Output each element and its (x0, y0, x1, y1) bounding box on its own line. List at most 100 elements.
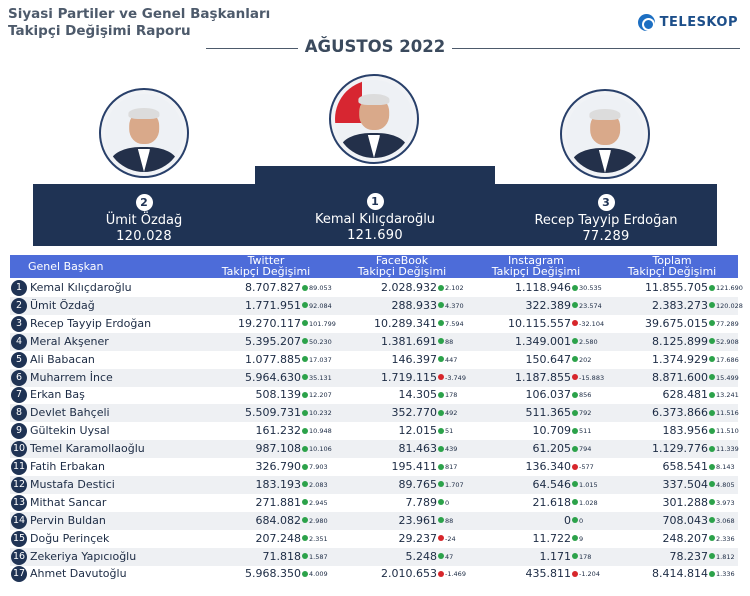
increase-dot-icon (709, 284, 715, 291)
portrait-rank2 (99, 88, 189, 178)
table-row: 5 Ali Babacan 1.077.885 17.037 146.397 447 150… (10, 351, 739, 369)
fb-change: 2.102 (438, 284, 464, 292)
fb-change: 817 (438, 463, 457, 471)
increase-dot-icon (572, 338, 578, 345)
increase-dot-icon (572, 535, 578, 542)
rank-badge: 10 (11, 441, 27, 458)
increase-dot-icon (438, 320, 444, 327)
ig-value: 1.187.855 (515, 370, 571, 384)
fb-value: 14.305 (398, 388, 438, 402)
divider-right (452, 48, 740, 49)
increase-dot-icon (438, 302, 444, 309)
tw-change: 1.587 (302, 553, 328, 561)
report-month: AĞUSTOS 2022 (0, 37, 750, 56)
increase-dot-icon (572, 553, 578, 559)
leader-name: Mustafa Destici (30, 477, 115, 491)
tw-value: 5.964.630 (245, 370, 301, 384)
rank-badge: 4 (11, 333, 27, 350)
decrease-dot-icon (572, 374, 578, 380)
increase-dot-icon (572, 409, 578, 416)
increase-dot-icon (438, 445, 444, 452)
table-row: 9 Gültekin Uysal 161.232 10.948 12.015 51 10.7… (10, 422, 739, 440)
report-title: Siyasi Partiler ve Genel Başkanları Taki… (8, 6, 270, 40)
tt-change: 15.499 (709, 374, 739, 382)
tw-value: 207.248 (255, 531, 302, 545)
table-row: 8 Devlet Bahçeli 5.509.731 10.232 352.770 492… (10, 404, 739, 423)
divider-left (206, 48, 298, 49)
table-row: 15 Doğu Perinçek 207.248 2.351 29.237 -24 11.7… (10, 530, 738, 548)
increase-dot-icon (438, 356, 444, 363)
ig-change: 2.580 (572, 338, 598, 346)
fb-change: 492 (438, 409, 457, 417)
increase-dot-icon (709, 427, 715, 434)
increase-dot-icon (709, 409, 715, 416)
leader-name: Recep Tayyip Erdoğan (30, 316, 152, 330)
fb-value: 1.719.115 (381, 370, 437, 384)
decrease-dot-icon (572, 463, 578, 470)
podium-name: Recep Tayyip Erdoğan (534, 213, 678, 228)
tw-value: 987.108 (255, 442, 302, 456)
fb-change: 47 (438, 553, 453, 561)
increase-dot-icon (302, 535, 308, 542)
ig-value: 1.171 (539, 549, 572, 563)
increase-dot-icon (438, 553, 444, 559)
tw-value: 71.818 (262, 549, 302, 563)
rank-badge: 16 (11, 548, 27, 565)
tt-change: 2.336 (709, 535, 735, 543)
increase-dot-icon (438, 481, 444, 488)
ig-value: 322.389 (525, 298, 572, 312)
increase-dot-icon (709, 356, 715, 363)
leader-name: Devlet Bahçeli (30, 406, 110, 420)
increase-dot-icon (572, 302, 578, 309)
increase-dot-icon (302, 302, 308, 309)
fb-value: 81.463 (398, 442, 438, 456)
tw-value: 684.082 (255, 513, 302, 527)
increase-dot-icon (302, 338, 308, 345)
ig-value: 61.205 (532, 442, 572, 456)
ig-change: 202 (572, 356, 591, 364)
fb-value: 29.237 (398, 531, 438, 545)
tw-change: 4.009 (302, 570, 328, 578)
tw-value: 1.077.885 (245, 352, 301, 366)
fb-change: 439 (438, 445, 457, 453)
fb-value: 10.289.341 (374, 316, 437, 330)
increase-dot-icon (572, 481, 578, 488)
increase-dot-icon (572, 517, 578, 524)
increase-dot-icon (302, 320, 308, 327)
tt-change: 17.686 (709, 356, 739, 364)
increase-dot-icon (709, 374, 715, 380)
increase-dot-icon (302, 427, 308, 434)
fb-change: 178 (438, 391, 457, 399)
decrease-dot-icon (438, 535, 444, 542)
fb-value: 2.010.653 (381, 567, 437, 581)
tt-change: 1.812 (709, 553, 735, 561)
tt-change: 8.143 (709, 463, 735, 471)
rank-badge: 2 (135, 194, 153, 211)
fb-value: 1.381.691 (381, 334, 437, 348)
podium-value: 120.028 (116, 229, 172, 244)
ig-value: 435.811 (525, 567, 572, 581)
tw-change: 89.053 (302, 284, 332, 292)
ig-value: 150.647 (525, 352, 572, 366)
rank-badge: 2 (11, 297, 27, 314)
increase-dot-icon (709, 517, 715, 524)
tt-value: 658.541 (662, 460, 709, 473)
rank-badge: 17 (11, 566, 27, 583)
increase-dot-icon (709, 481, 715, 488)
leader-name: Gültekin Uysal (30, 424, 110, 438)
increase-dot-icon (302, 570, 308, 577)
tt-change: 121.690 (709, 284, 743, 292)
rank-badge: 15 (11, 530, 27, 547)
col-facebook: FaceBook Takipçi Değişimi (357, 254, 447, 278)
tw-value: 508.139 (255, 388, 302, 402)
leader-name: Ali Babacan (30, 352, 95, 366)
decrease-dot-icon (572, 320, 578, 327)
table-row: 10 Temel Karamollaoğlu 987.108 10.106 81.463… (10, 440, 739, 459)
ig-change: -32.104 (572, 320, 604, 328)
tt-value: 1.374.929 (652, 352, 708, 366)
tt-value: 2.383.273 (652, 298, 708, 312)
increase-dot-icon (709, 553, 715, 559)
increase-dot-icon (709, 338, 715, 345)
table-row: 12 Mustafa Destici 183.193 2.083 89.765 1.707… (10, 475, 738, 494)
ig-value: 11.722 (532, 531, 572, 545)
